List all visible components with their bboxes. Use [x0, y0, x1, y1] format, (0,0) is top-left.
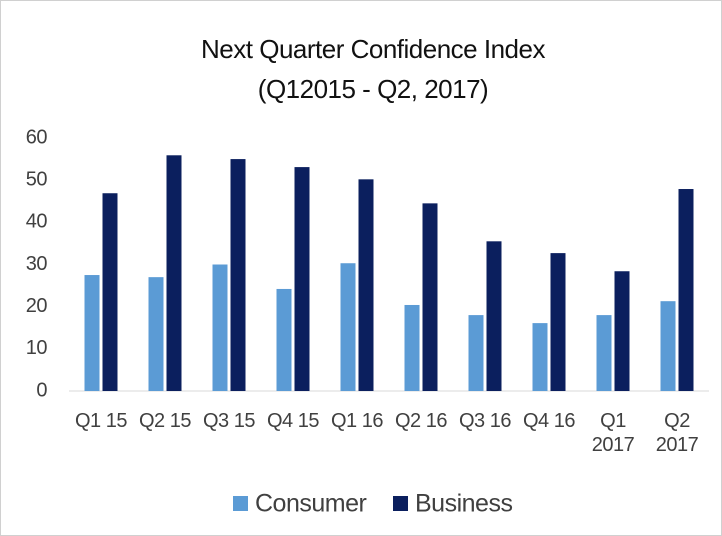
y-tick-label: 10 [26, 337, 48, 359]
bar [166, 155, 182, 391]
bar [486, 241, 502, 391]
chart-title: Next Quarter Confidence Index [201, 34, 545, 64]
bar [340, 263, 356, 391]
x-tick-label: Q1 2017 [591, 410, 635, 456]
x-tick-label: Q3 15 [203, 410, 255, 432]
x-tick-label: Q1 16 [331, 410, 383, 432]
x-tick-label: Q2 2017 [655, 410, 699, 456]
x-tick-label: Q4 16 [523, 410, 575, 432]
y-tick-label: 60 [26, 126, 48, 148]
x-tick-label: Q2 15 [139, 410, 191, 432]
legend-label: Consumer [255, 490, 366, 518]
bar [596, 315, 612, 391]
legend-label: Business [415, 490, 512, 518]
y-tick-label: 50 [26, 168, 48, 190]
bar [102, 193, 118, 391]
bar [84, 275, 100, 391]
x-tick-label: Q3 16 [459, 410, 511, 432]
bar [212, 264, 228, 391]
x-tick-label: Q2 16 [395, 410, 447, 432]
bar [230, 159, 246, 391]
bar [404, 304, 420, 391]
bar [660, 301, 676, 391]
bar [422, 203, 438, 391]
bar [678, 189, 694, 391]
bar [614, 271, 630, 391]
legend-swatch [233, 496, 248, 511]
y-tick-label: 40 [26, 211, 48, 233]
bar [550, 253, 566, 391]
bar [532, 323, 548, 391]
bar [276, 288, 292, 391]
bar [468, 315, 484, 391]
chart-subtitle: (Q12015 - Q2, 2017) [258, 74, 488, 104]
legend-swatch [393, 496, 408, 511]
bar [358, 179, 374, 391]
bar [294, 167, 310, 391]
bar [148, 277, 164, 391]
x-tick-label: Q4 15 [267, 410, 319, 432]
x-tick-label: Q1 15 [75, 410, 127, 432]
y-tick-label: 0 [36, 379, 47, 401]
y-tick-label: 20 [26, 295, 48, 317]
y-tick-label: 30 [26, 253, 48, 275]
